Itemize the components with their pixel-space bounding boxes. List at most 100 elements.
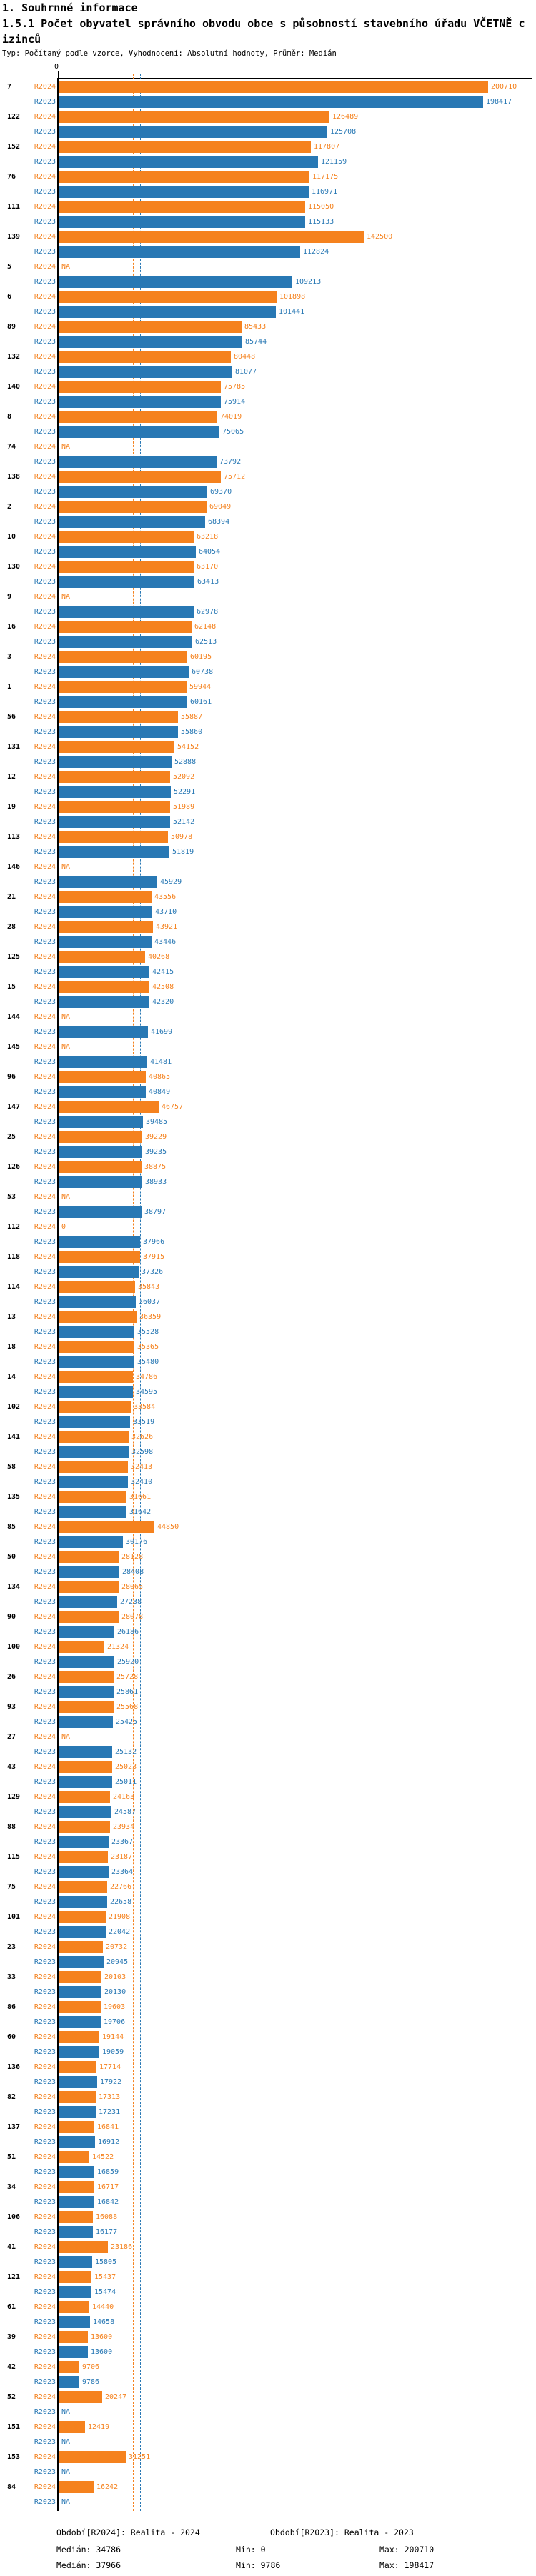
series-label-r2023: R2023 xyxy=(34,2318,56,2326)
series-label-r2024: R2024 xyxy=(34,383,56,391)
bar-value-r2023: NA xyxy=(61,2408,71,2416)
bar-value-r2024: 35843 xyxy=(138,1283,160,1291)
bar-value-r2024: 55887 xyxy=(181,713,203,721)
row-id-label: 112 xyxy=(7,1223,21,1231)
bar-r2023 xyxy=(59,2256,92,2268)
row-id-label: 76 xyxy=(7,173,16,181)
bar-r2024 xyxy=(59,1251,140,1263)
bar-value-r2024: 101898 xyxy=(279,293,306,301)
bar-r2023 xyxy=(59,486,207,498)
bar-value-r2024: 34786 xyxy=(136,1373,158,1381)
series-label-r2024: R2024 xyxy=(34,1403,56,1411)
bar-value-r2023: 17922 xyxy=(100,2078,122,2086)
series-label-r2023: R2023 xyxy=(34,848,56,856)
bar-r2023 xyxy=(59,786,171,798)
series-label-r2023: R2023 xyxy=(34,1538,56,1546)
bar-r2023 xyxy=(59,1956,104,1968)
bar-value-r2023: 39235 xyxy=(145,1148,167,1156)
row-id-label: 130 xyxy=(7,563,21,571)
series-label-r2023: R2023 xyxy=(34,2378,56,2386)
series-label-r2024: R2024 xyxy=(34,1913,56,1921)
series-label-r2024: R2024 xyxy=(34,2333,56,2341)
bar-r2024 xyxy=(59,1641,104,1653)
series-label-r2024: R2024 xyxy=(34,443,56,451)
bar-value-r2023: 41699 xyxy=(151,1028,173,1036)
bar-r2023 xyxy=(59,1776,112,1788)
bar-value-r2023: 35480 xyxy=(137,1358,159,1366)
bar-r2023 xyxy=(59,2106,96,2118)
bar-r2024 xyxy=(59,2121,94,2133)
series-label-r2024: R2024 xyxy=(34,1493,56,1501)
bar-value-r2023: 25132 xyxy=(115,1748,137,1756)
row-id-label: 114 xyxy=(7,1283,21,1291)
series-label-r2023: R2023 xyxy=(34,398,56,406)
bar-value-r2024: 19144 xyxy=(102,2033,124,2041)
bar-value-r2023: 23364 xyxy=(111,1868,134,1876)
bar-r2023 xyxy=(59,516,205,528)
bar-value-r2024: 31661 xyxy=(129,1493,152,1501)
bar-r2024 xyxy=(59,1851,108,1863)
series-label-r2023: R2023 xyxy=(34,218,56,226)
bar-value-r2024: 16088 xyxy=(96,2213,118,2221)
bar-r2024 xyxy=(59,1071,146,1083)
bar-value-r2024: 25568 xyxy=(116,1703,139,1711)
series-label-r2024: R2024 xyxy=(34,173,56,181)
bar-r2023 xyxy=(59,306,276,318)
row-id-label: 153 xyxy=(7,2453,21,2461)
stat-min-r2024: Min: 0 xyxy=(236,2545,266,2555)
bar-value-r2023: 51819 xyxy=(172,848,194,856)
bar-value-r2024: 21324 xyxy=(107,1643,129,1651)
bar-value-r2023: 85744 xyxy=(245,338,267,346)
series-label-r2024: R2024 xyxy=(34,1703,56,1711)
series-label-r2023: R2023 xyxy=(34,278,56,286)
bar-value-r2024: 115050 xyxy=(308,203,334,211)
bar-value-r2024: 75785 xyxy=(224,383,246,391)
bar-r2024 xyxy=(59,1821,110,1833)
row-id-label: 8 xyxy=(7,413,12,421)
row-id-label: 132 xyxy=(7,353,21,361)
series-label-r2023: R2023 xyxy=(34,1058,56,1066)
bar-r2023 xyxy=(59,2286,91,2298)
row-id-label: 137 xyxy=(7,2123,21,2131)
bar-value-r2023: 41481 xyxy=(150,1058,172,1066)
bar-value-r2023: 32598 xyxy=(131,1448,154,1456)
bar-value-r2024: 43921 xyxy=(156,923,178,931)
series-label-r2023: R2023 xyxy=(34,1118,56,1126)
row-id-label: 113 xyxy=(7,833,21,841)
bar-value-r2024: 0 xyxy=(61,1223,66,1231)
bar-r2024 xyxy=(59,2301,89,2313)
bar-value-r2023: 22658 xyxy=(110,1898,132,1906)
row-id-label: 93 xyxy=(7,1703,16,1711)
bar-value-r2023: 14658 xyxy=(93,2318,115,2326)
row-id-label: 2 xyxy=(7,503,12,511)
stat-median-r2024: Medián: 34786 xyxy=(56,2545,121,2555)
series-label-r2024: R2024 xyxy=(34,2063,56,2071)
row-id-label: 43 xyxy=(7,1763,16,1771)
bar-r2024 xyxy=(59,411,217,423)
series-label-r2023: R2023 xyxy=(34,368,56,376)
bar-r2024 xyxy=(59,351,231,363)
row-id-label: 96 xyxy=(7,1073,16,1081)
bar-value-r2023: 23367 xyxy=(111,1838,134,1846)
row-id-label: 18 xyxy=(7,1343,16,1351)
series-label-r2024: R2024 xyxy=(34,83,56,91)
bar-value-r2023: 15805 xyxy=(95,2258,117,2266)
row-id-label: 139 xyxy=(7,233,21,241)
bar-r2023 xyxy=(59,1476,128,1488)
bar-r2023 xyxy=(59,696,187,708)
series-label-r2023: R2023 xyxy=(34,2108,56,2116)
bar-r2023 xyxy=(59,996,149,1008)
row-id-label: 115 xyxy=(7,1853,21,1861)
bar-r2023 xyxy=(59,1296,136,1308)
bar-value-r2024: 25728 xyxy=(116,1673,139,1681)
bar-r2024 xyxy=(59,1131,142,1143)
bar-value-r2024: 13600 xyxy=(91,2333,113,2341)
bar-r2024 xyxy=(59,2211,93,2223)
bar-value-r2023: 19706 xyxy=(104,2018,126,2026)
bar-r2024 xyxy=(59,201,305,213)
bar-r2023 xyxy=(59,2316,90,2328)
series-label-r2023: R2023 xyxy=(34,2198,56,2206)
bar-value-r2023: 39485 xyxy=(146,1118,168,1126)
series-label-r2023: R2023 xyxy=(34,128,56,136)
bar-value-r2024: 36359 xyxy=(139,1313,162,1321)
